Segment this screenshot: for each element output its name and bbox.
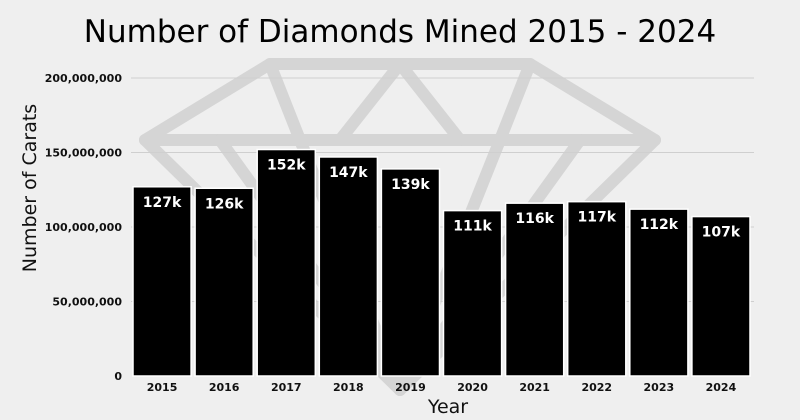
bar-2020 (442, 209, 503, 377)
x-tick-label-2020: 2020 (457, 381, 488, 394)
x-tick-label-2021: 2021 (519, 381, 550, 394)
data-label-2022: 117k (577, 210, 616, 226)
bar-2019 (380, 168, 441, 377)
bar-2015 (132, 186, 192, 377)
bar-2023 (629, 208, 689, 377)
y-axis: 0 50,000,000 100,000,000 150,000,000 200,000… (45, 72, 123, 383)
bar-2016 (194, 187, 254, 377)
bar-2022 (566, 200, 627, 377)
data-label-2016: 126k (205, 196, 244, 212)
x-tick-label-2024: 2024 (706, 381, 737, 394)
bars: 127k 126k 152k 147k 139k 111k 116k 117k 112k 107k (132, 148, 751, 377)
y-axis-label: Number of Carats (19, 104, 41, 272)
data-label-2023: 112k (640, 217, 679, 233)
y-tick-label: 0 (114, 370, 122, 383)
x-tick-label-2017: 2017 (271, 381, 302, 394)
x-tick-label-2015: 2015 (147, 381, 178, 394)
data-label-2024: 107k (702, 225, 741, 241)
data-label-2018: 147k (329, 165, 368, 181)
bar-2021 (504, 202, 565, 377)
chart-title: Number of Diamonds Mined 2015 - 2024 (84, 14, 716, 50)
data-label-2021: 116k (515, 211, 554, 227)
x-tick-label-2019: 2019 (395, 381, 426, 394)
y-tick-label: 100,000,000 (45, 221, 123, 234)
y-tick-label: 200,000,000 (45, 72, 123, 85)
data-label-2020: 111k (453, 219, 492, 235)
data-label-2015: 127k (143, 195, 182, 211)
x-tick-label-2023: 2023 (644, 381, 675, 394)
x-tick-label-2016: 2016 (209, 381, 240, 394)
x-axis: 2015 2016 2017 2018 2019 2020 2021 2022 2023 2024 (147, 381, 737, 394)
bar-2018 (318, 156, 379, 377)
x-tick-label-2018: 2018 (333, 381, 364, 394)
y-tick-label: 150,000,000 (45, 147, 123, 160)
bar-2017 (256, 148, 317, 377)
x-axis-label: Year (427, 396, 468, 418)
data-label-2017: 152k (267, 158, 306, 174)
diamond-crown-facets (264, 58, 536, 146)
bar-2024 (691, 215, 751, 377)
y-tick-label: 50,000,000 (52, 296, 122, 309)
data-label-2019: 139k (391, 177, 430, 193)
x-tick-label-2022: 2022 (581, 381, 612, 394)
